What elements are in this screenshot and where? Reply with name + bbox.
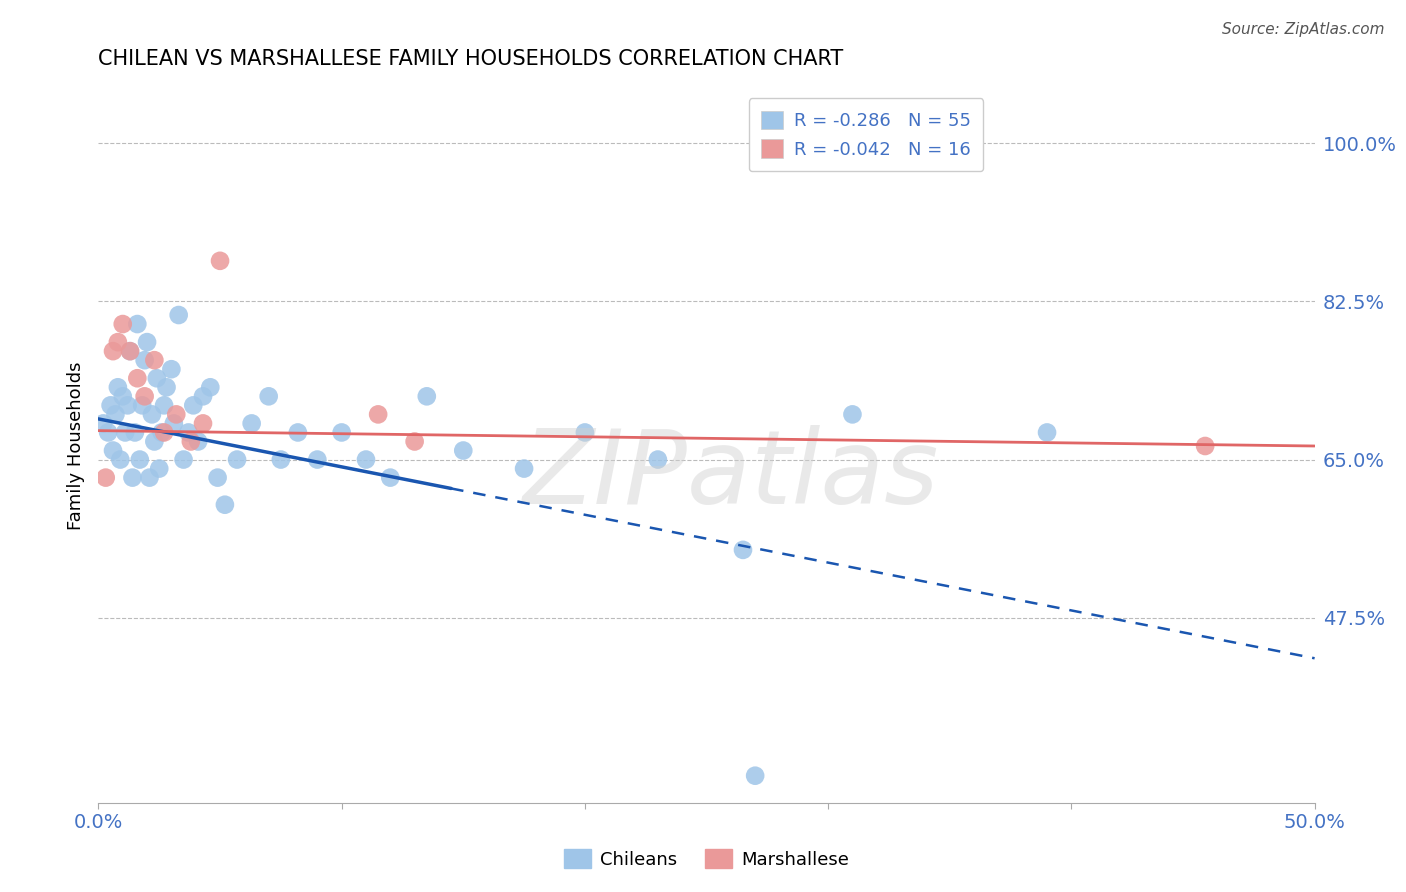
Text: Source: ZipAtlas.com: Source: ZipAtlas.com — [1222, 22, 1385, 37]
Text: CHILEAN VS MARSHALLESE FAMILY HOUSEHOLDS CORRELATION CHART: CHILEAN VS MARSHALLESE FAMILY HOUSEHOLDS… — [98, 49, 844, 69]
Point — [731, 542, 754, 557]
Point — [117, 398, 139, 412]
Point — [367, 408, 389, 422]
Point — [354, 452, 377, 467]
Point — [173, 452, 195, 467]
Point — [100, 398, 122, 412]
Point — [101, 344, 124, 359]
Point — [107, 380, 129, 394]
Point — [101, 443, 124, 458]
Point — [91, 417, 114, 431]
Point — [141, 408, 163, 422]
Point — [1194, 439, 1216, 453]
Point — [128, 452, 150, 467]
Point — [287, 425, 309, 440]
Point — [160, 362, 183, 376]
Point — [136, 335, 159, 350]
Point — [191, 389, 214, 403]
Point — [143, 434, 166, 449]
Y-axis label: Family Households: Family Households — [66, 362, 84, 530]
Point — [153, 425, 176, 440]
Point — [307, 452, 329, 467]
Point — [148, 461, 170, 475]
Point — [165, 408, 187, 422]
Point — [155, 380, 177, 394]
Point — [191, 417, 214, 431]
Point — [138, 470, 160, 484]
Point — [114, 425, 136, 440]
Point — [574, 425, 596, 440]
Point — [416, 389, 439, 403]
Point — [453, 443, 475, 458]
Point — [207, 470, 229, 484]
Point — [111, 317, 134, 331]
Point — [257, 389, 280, 403]
Point — [404, 434, 426, 449]
Point — [134, 353, 156, 368]
Point — [124, 425, 146, 440]
Point — [104, 408, 127, 422]
Point — [127, 371, 149, 385]
Point — [121, 470, 143, 484]
Point — [107, 335, 129, 350]
Point — [97, 425, 120, 440]
Point — [94, 470, 117, 484]
Text: ZIPatlas: ZIPatlas — [523, 425, 939, 524]
Point — [153, 398, 176, 412]
Point — [214, 498, 236, 512]
Point — [180, 434, 202, 449]
Point — [647, 452, 669, 467]
Point — [1036, 425, 1059, 440]
Point — [330, 425, 353, 440]
Point — [167, 308, 190, 322]
Point — [127, 317, 149, 331]
Point — [150, 425, 173, 440]
Point — [270, 452, 292, 467]
Point — [841, 408, 863, 422]
Point — [744, 769, 766, 783]
Point — [143, 353, 166, 368]
Point — [209, 253, 232, 268]
Legend: Chileans, Marshallese: Chileans, Marshallese — [557, 841, 856, 876]
Point — [240, 417, 263, 431]
Point — [226, 452, 249, 467]
Point — [380, 470, 402, 484]
Point — [110, 452, 132, 467]
Point — [111, 389, 134, 403]
Point — [200, 380, 222, 394]
Point — [118, 344, 141, 359]
Point — [181, 398, 204, 412]
Point — [187, 434, 209, 449]
Point — [513, 461, 536, 475]
Point — [177, 425, 200, 440]
Point — [163, 417, 186, 431]
Point — [118, 344, 141, 359]
Point — [134, 389, 156, 403]
Point — [146, 371, 169, 385]
Point — [131, 398, 153, 412]
